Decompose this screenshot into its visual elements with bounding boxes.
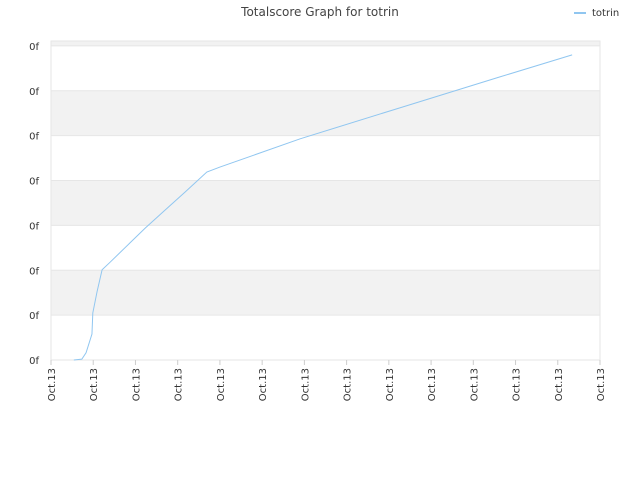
grid-band xyxy=(51,41,600,46)
legend-label: totrin xyxy=(592,8,619,19)
x-tick-label: Oct.13 xyxy=(427,368,438,401)
x-tick-label: Oct.13 xyxy=(216,368,227,401)
y-tick-label: 0f xyxy=(29,87,39,98)
y-tick-label: 0f xyxy=(29,221,39,232)
x-tick-label: Oct.13 xyxy=(343,368,354,401)
x-tick-label: Oct.13 xyxy=(512,368,523,401)
x-tick-label: Oct.13 xyxy=(89,368,100,401)
x-tick-label: Oct.13 xyxy=(385,368,396,401)
x-tick-label: Oct.13 xyxy=(258,368,269,401)
grid-band xyxy=(51,270,600,316)
x-tick-label: Oct.13 xyxy=(131,368,142,401)
y-tick-label: 0f xyxy=(29,42,39,53)
y-tick-label: 0f xyxy=(29,132,39,143)
y-tick-label: 0f xyxy=(29,356,39,367)
y-tick-label: 0f xyxy=(29,266,39,277)
chart-title: Totalscore Graph for totrin xyxy=(240,5,399,19)
x-tick-label: Oct.13 xyxy=(469,368,480,401)
data-line xyxy=(73,54,573,361)
y-tick-label: 0f xyxy=(29,311,39,322)
x-tick-label: Oct.13 xyxy=(554,368,565,401)
y-tick-label: 0f xyxy=(29,177,39,188)
grid-band xyxy=(51,180,600,226)
x-tick-label: Oct.13 xyxy=(47,368,58,401)
x-tick-label: Oct.13 xyxy=(596,368,607,401)
x-tick-label: Oct.13 xyxy=(174,368,185,401)
grid-band xyxy=(51,90,600,136)
x-tick-label: Oct.13 xyxy=(300,368,311,401)
